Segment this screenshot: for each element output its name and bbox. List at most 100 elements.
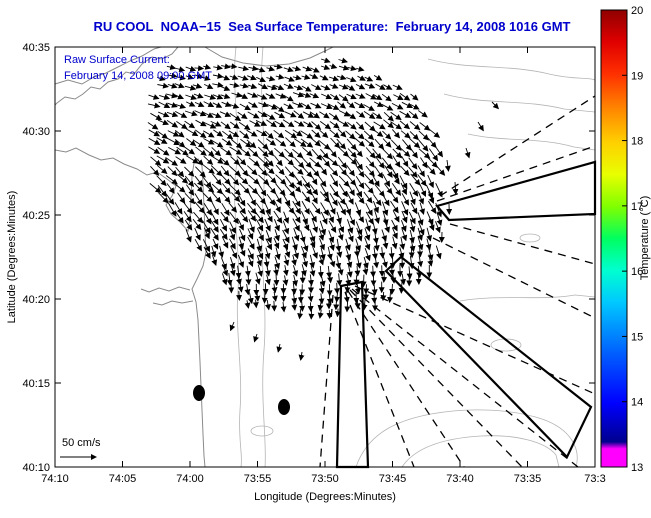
current-arrow [373, 101, 384, 107]
current-arrow [218, 245, 225, 258]
current-arrow [464, 147, 471, 159]
current-arrow [309, 184, 319, 196]
current-arrow [238, 236, 245, 250]
current-arrow [294, 120, 305, 127]
current-arrow [301, 175, 311, 189]
current-arrow [220, 93, 231, 100]
radar-bearing-line [347, 290, 465, 468]
current-arrow [247, 210, 257, 222]
current-arrow [345, 202, 352, 216]
current-arrow [357, 75, 366, 81]
current-arrow [303, 121, 314, 128]
current-arrow [175, 166, 185, 178]
current-arrow [299, 301, 306, 312]
current-arrow [337, 264, 344, 276]
current-arrow [274, 200, 281, 213]
current-arrow [346, 76, 357, 83]
current-arrow [222, 130, 234, 140]
current-arrow [418, 130, 430, 141]
current-arrow [417, 220, 425, 236]
current-arrow [184, 110, 198, 117]
current-arrow [283, 211, 290, 224]
current-arrow [264, 130, 274, 140]
current-arrow [184, 175, 195, 188]
current-arrow [292, 265, 299, 277]
current-arrow [347, 65, 357, 72]
current-arrow [381, 229, 388, 242]
current-arrow [235, 265, 242, 279]
current-arrow [354, 147, 363, 158]
current-arrow [211, 147, 222, 157]
current-arrow [435, 164, 446, 176]
current-arrow [336, 211, 342, 225]
current-arrow [320, 103, 333, 110]
x-tick-label: 73:55 [244, 473, 272, 485]
current-arrow [264, 265, 271, 277]
current-arrow [309, 92, 320, 99]
current-arrow [354, 131, 365, 140]
current-arrow [435, 146, 443, 158]
current-arrow [158, 111, 170, 118]
current-arrow [236, 291, 243, 301]
current-arrow [264, 156, 274, 167]
radar-bearing-line [354, 285, 596, 395]
current-arrow [284, 148, 295, 158]
current-arrow [419, 202, 426, 215]
current-arrow [265, 146, 275, 157]
current-arrow [219, 74, 231, 81]
current-arrow [355, 238, 361, 252]
current-arrow [273, 129, 285, 139]
current-arrow [401, 155, 409, 168]
current-arrow [249, 120, 261, 127]
current-arrow [353, 245, 360, 258]
radar-bearing-line [432, 237, 596, 319]
current-arrow [266, 183, 277, 195]
bathy-contour-loop [250, 425, 274, 437]
current-arrow [246, 139, 257, 149]
current-arrow [320, 84, 331, 91]
current-arrow [219, 218, 227, 232]
current-arrow [292, 65, 302, 72]
current-arrow [363, 291, 370, 301]
current-arrow [254, 291, 261, 302]
current-arrow [256, 164, 268, 177]
current-arrow [158, 192, 169, 204]
current-arrow [452, 181, 459, 195]
current-arrow [302, 219, 310, 232]
current-arrow [309, 157, 321, 168]
current-arrow [374, 138, 385, 150]
current-arrow [320, 202, 329, 216]
current-arrow [257, 264, 264, 278]
current-arrow [283, 94, 294, 102]
current-arrow [338, 83, 349, 90]
scale-legend-label: 50 cm/s [62, 437, 101, 449]
current-arrow [328, 230, 335, 244]
current-arrow [426, 184, 434, 200]
current-arrow [273, 237, 280, 250]
current-arrow [390, 165, 399, 180]
current-arrow [356, 111, 366, 118]
current-arrow [408, 137, 421, 149]
current-arrow [346, 101, 356, 109]
current-arrow [330, 174, 339, 187]
current-arrow [372, 148, 382, 160]
current-arrow [417, 191, 425, 205]
current-arrow [329, 255, 336, 268]
current-arrow [230, 245, 237, 259]
current-arrow [258, 101, 269, 108]
current-arrow [309, 237, 316, 249]
current-arrow [165, 193, 175, 206]
current-arrow [338, 183, 348, 198]
current-arrow [436, 211, 443, 227]
current-arrow [275, 73, 285, 80]
current-arrow [326, 265, 333, 279]
current-arrow [244, 300, 251, 309]
current-arrow [409, 183, 419, 197]
radar-bearing-line [351, 288, 579, 468]
current-arrow [267, 84, 278, 91]
current-arrow [399, 236, 406, 250]
current-arrow [194, 238, 202, 252]
current-arrow [408, 211, 416, 225]
current-arrow [371, 220, 378, 235]
current-arrow [292, 91, 305, 98]
